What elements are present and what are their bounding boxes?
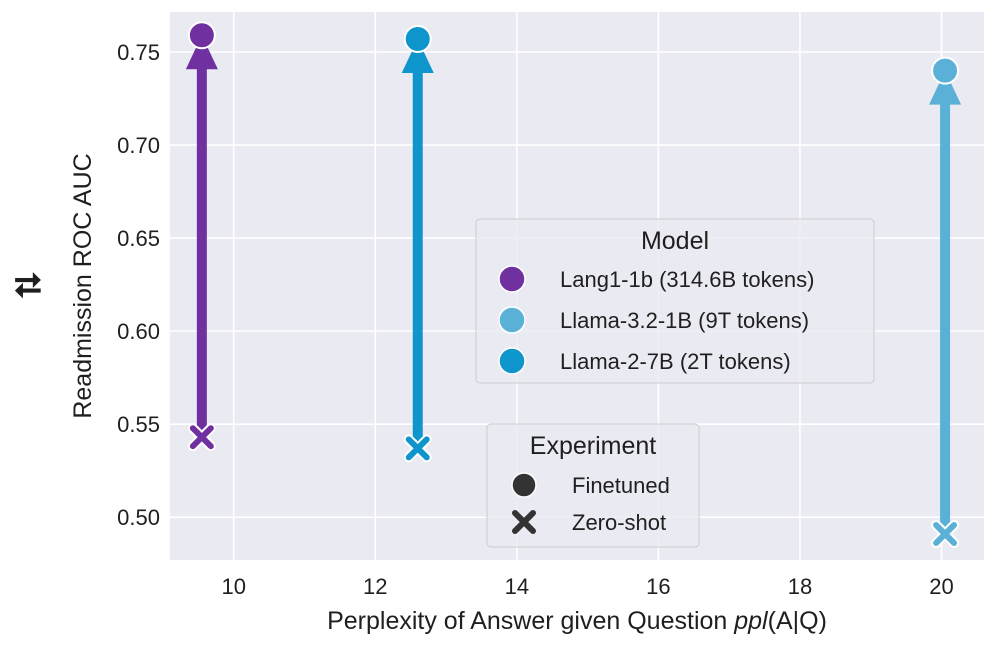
improvement-arrow-head bbox=[401, 38, 434, 73]
model-legend-label: Llama-2-7B (2T tokens) bbox=[560, 349, 791, 374]
x-axis-title: Perplexity of Answer given Question ppl(… bbox=[327, 607, 827, 635]
y-axis-title: Readmission ROC AUC bbox=[69, 153, 97, 418]
x-axis-title-args: (A|Q) bbox=[768, 607, 827, 635]
model-legend-frame bbox=[475, 218, 875, 384]
x-axis-title-prefix: Perplexity of Answer given Question bbox=[327, 607, 734, 635]
x-axis-title-math: ppl bbox=[733, 607, 769, 635]
model-legend-title: Model bbox=[641, 227, 709, 255]
improvement-arrow-head bbox=[929, 70, 962, 105]
experiment-legend: Experiment Finetuned Zero-shot bbox=[486, 423, 700, 548]
finetuned-marker bbox=[931, 56, 960, 85]
model-legend-swatch bbox=[498, 265, 526, 293]
y-tick-label: 0.65 bbox=[117, 226, 160, 251]
zero-shot-marker bbox=[189, 425, 214, 450]
model-legend: Model Lang1-1b (314.6B tokens) Llama-3.2-1… bbox=[475, 218, 875, 384]
x-tick-label: 10 bbox=[221, 574, 245, 599]
x-tick-label: 14 bbox=[505, 574, 529, 599]
model-legend-label: Lang1-1b (314.6B tokens) bbox=[560, 267, 814, 292]
x-tick-label: 20 bbox=[929, 574, 953, 599]
finetuned-marker bbox=[403, 24, 432, 53]
y-tick-label: 0.75 bbox=[117, 40, 160, 65]
series-lang1-1b bbox=[185, 21, 218, 452]
x-tick-label: 16 bbox=[646, 574, 670, 599]
y-tick-label: 0.55 bbox=[117, 412, 160, 437]
zero-shot-marker bbox=[405, 436, 430, 461]
finetuned-marker bbox=[187, 21, 216, 50]
experiment-legend-circle bbox=[511, 472, 537, 498]
model-legend-swatch bbox=[498, 306, 526, 334]
experiment-legend-label: Finetuned bbox=[572, 473, 670, 498]
x-tick-label: 12 bbox=[363, 574, 387, 599]
x-tick-label: 18 bbox=[788, 574, 812, 599]
y-tick-label: 0.50 bbox=[117, 505, 160, 530]
series-llama-2-7b bbox=[401, 24, 434, 463]
data-marks bbox=[185, 21, 962, 548]
y-tick-label: 0.70 bbox=[117, 133, 160, 158]
zero-shot-marker bbox=[933, 521, 958, 546]
axis-ticks: 10 12 14 16 18 20 0.50 0.55 0.60 0.65 0.70 0.75 bbox=[117, 40, 954, 599]
improvement-arrow-head bbox=[185, 35, 218, 70]
experiment-legend-x bbox=[512, 510, 536, 534]
swap-arrows-icon: ⮁ bbox=[9, 273, 49, 301]
experiment-legend-label: Zero-shot bbox=[572, 510, 666, 535]
model-legend-label: Llama-3.2-1B (9T tokens) bbox=[560, 308, 809, 333]
model-legend-swatch bbox=[498, 347, 526, 375]
y-tick-label: 0.60 bbox=[117, 319, 160, 344]
series-llama-3.2-1b bbox=[929, 56, 962, 548]
experiment-legend-title: Experiment bbox=[530, 432, 656, 460]
experiment-legend-frame bbox=[486, 423, 700, 548]
